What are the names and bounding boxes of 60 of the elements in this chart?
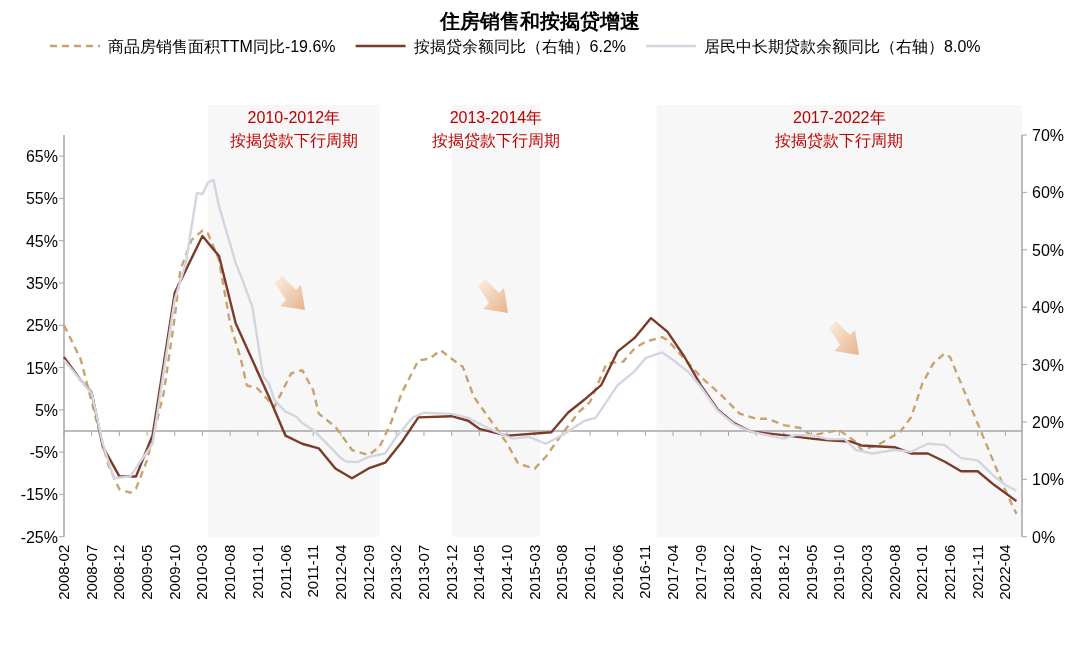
x-tick-label: 2009-05 [138, 544, 156, 600]
x-tick-label: 2017-04 [664, 544, 682, 600]
x-tick-label: 2013-12 [442, 544, 460, 600]
y2-tick-label: 40% [1032, 299, 1065, 317]
x-tick-label: 2008-07 [82, 544, 100, 600]
x-tick-label: 2008-12 [110, 544, 128, 600]
y2-tick-label: 60% [1032, 184, 1065, 202]
x-tick-label: 2019-05 [802, 544, 820, 600]
x-tick-label: 2020-08 [885, 544, 903, 600]
y2-tick-label: 20% [1032, 413, 1065, 431]
y-tick-label: 45% [25, 232, 58, 250]
y2-tick-label: 0% [1032, 528, 1056, 546]
y-tick-label: 5% [34, 401, 58, 419]
legend-label: 商品房销售面积TTM同比-19.6% [108, 38, 336, 55]
y-tick-label: -25% [20, 528, 58, 546]
y2-tick-label: 30% [1032, 356, 1065, 374]
y2-tick-label: 10% [1032, 471, 1065, 489]
x-tick-label: 2015-03 [525, 544, 543, 600]
x-tick-label: 2022-04 [996, 544, 1014, 600]
x-tick-label: 2021-06 [941, 544, 959, 600]
x-tick-label: 2016-11 [636, 544, 654, 599]
x-tick-label: 2013-02 [387, 544, 405, 600]
x-tick-label: 2011-11 [304, 544, 322, 598]
x-tick-label: 2016-01 [581, 544, 599, 600]
band-label: 2010-2012年按揭贷款下行周期 [229, 109, 358, 149]
x-tick-label: 2008-02 [55, 544, 72, 600]
y-tick-label: -5% [29, 444, 58, 462]
x-tick-label: 2009-10 [165, 544, 183, 600]
x-tick-label: 2018-12 [774, 544, 792, 600]
band-label: 2017-2022年按揭贷款下行周期 [775, 109, 904, 149]
y-tick-label: 15% [25, 359, 58, 377]
x-tick-label: 2010-03 [193, 544, 211, 600]
x-tick-label: 2017-09 [691, 544, 709, 600]
chart-title: 住房销售和按揭贷增速 [439, 10, 640, 32]
x-tick-label: 2011-06 [276, 544, 294, 599]
y-tick-label: 65% [25, 148, 58, 166]
y-tick-label: 55% [25, 190, 58, 208]
x-tick-label: 2018-07 [747, 544, 765, 600]
x-tick-label: 2014-10 [498, 544, 516, 600]
y-tick-label: 35% [25, 274, 58, 292]
x-tick-label: 2011-01 [248, 544, 266, 599]
x-tick-label: 2021-11 [968, 544, 986, 599]
band-label: 2013-2014年按揭贷款下行周期 [431, 109, 560, 149]
x-tick-label: 2019-10 [830, 544, 848, 600]
x-tick-label: 2012-09 [359, 544, 377, 600]
x-tick-label: 2010-08 [221, 544, 239, 600]
x-tick-label: 2018-02 [719, 544, 737, 600]
legend-label: 按揭贷余额同比（右轴）6.2% [413, 38, 627, 55]
y-tick-label: -15% [20, 486, 58, 504]
x-tick-label: 2020-03 [857, 544, 875, 600]
y2-tick-label: 50% [1032, 241, 1065, 259]
legend-label: 居民中长期贷款余额同比（右轴）8.0% [704, 38, 981, 55]
x-tick-label: 2016-06 [608, 544, 626, 600]
y-tick-label: 25% [25, 317, 58, 335]
x-tick-label: 2012-04 [331, 544, 349, 600]
x-tick-label: 2014-05 [470, 544, 488, 600]
x-tick-label: 2015-08 [553, 544, 571, 600]
x-tick-label: 2021-01 [913, 544, 931, 600]
x-tick-label: 2013-07 [414, 544, 432, 600]
y2-tick-label: 70% [1032, 127, 1065, 144]
